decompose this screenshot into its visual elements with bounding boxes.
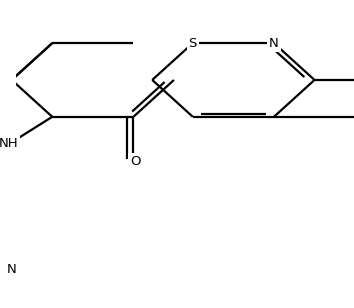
Text: N: N (269, 37, 279, 50)
Text: O: O (130, 155, 140, 168)
Text: N: N (7, 263, 17, 277)
Text: S: S (189, 37, 197, 50)
Text: NH: NH (0, 137, 18, 150)
